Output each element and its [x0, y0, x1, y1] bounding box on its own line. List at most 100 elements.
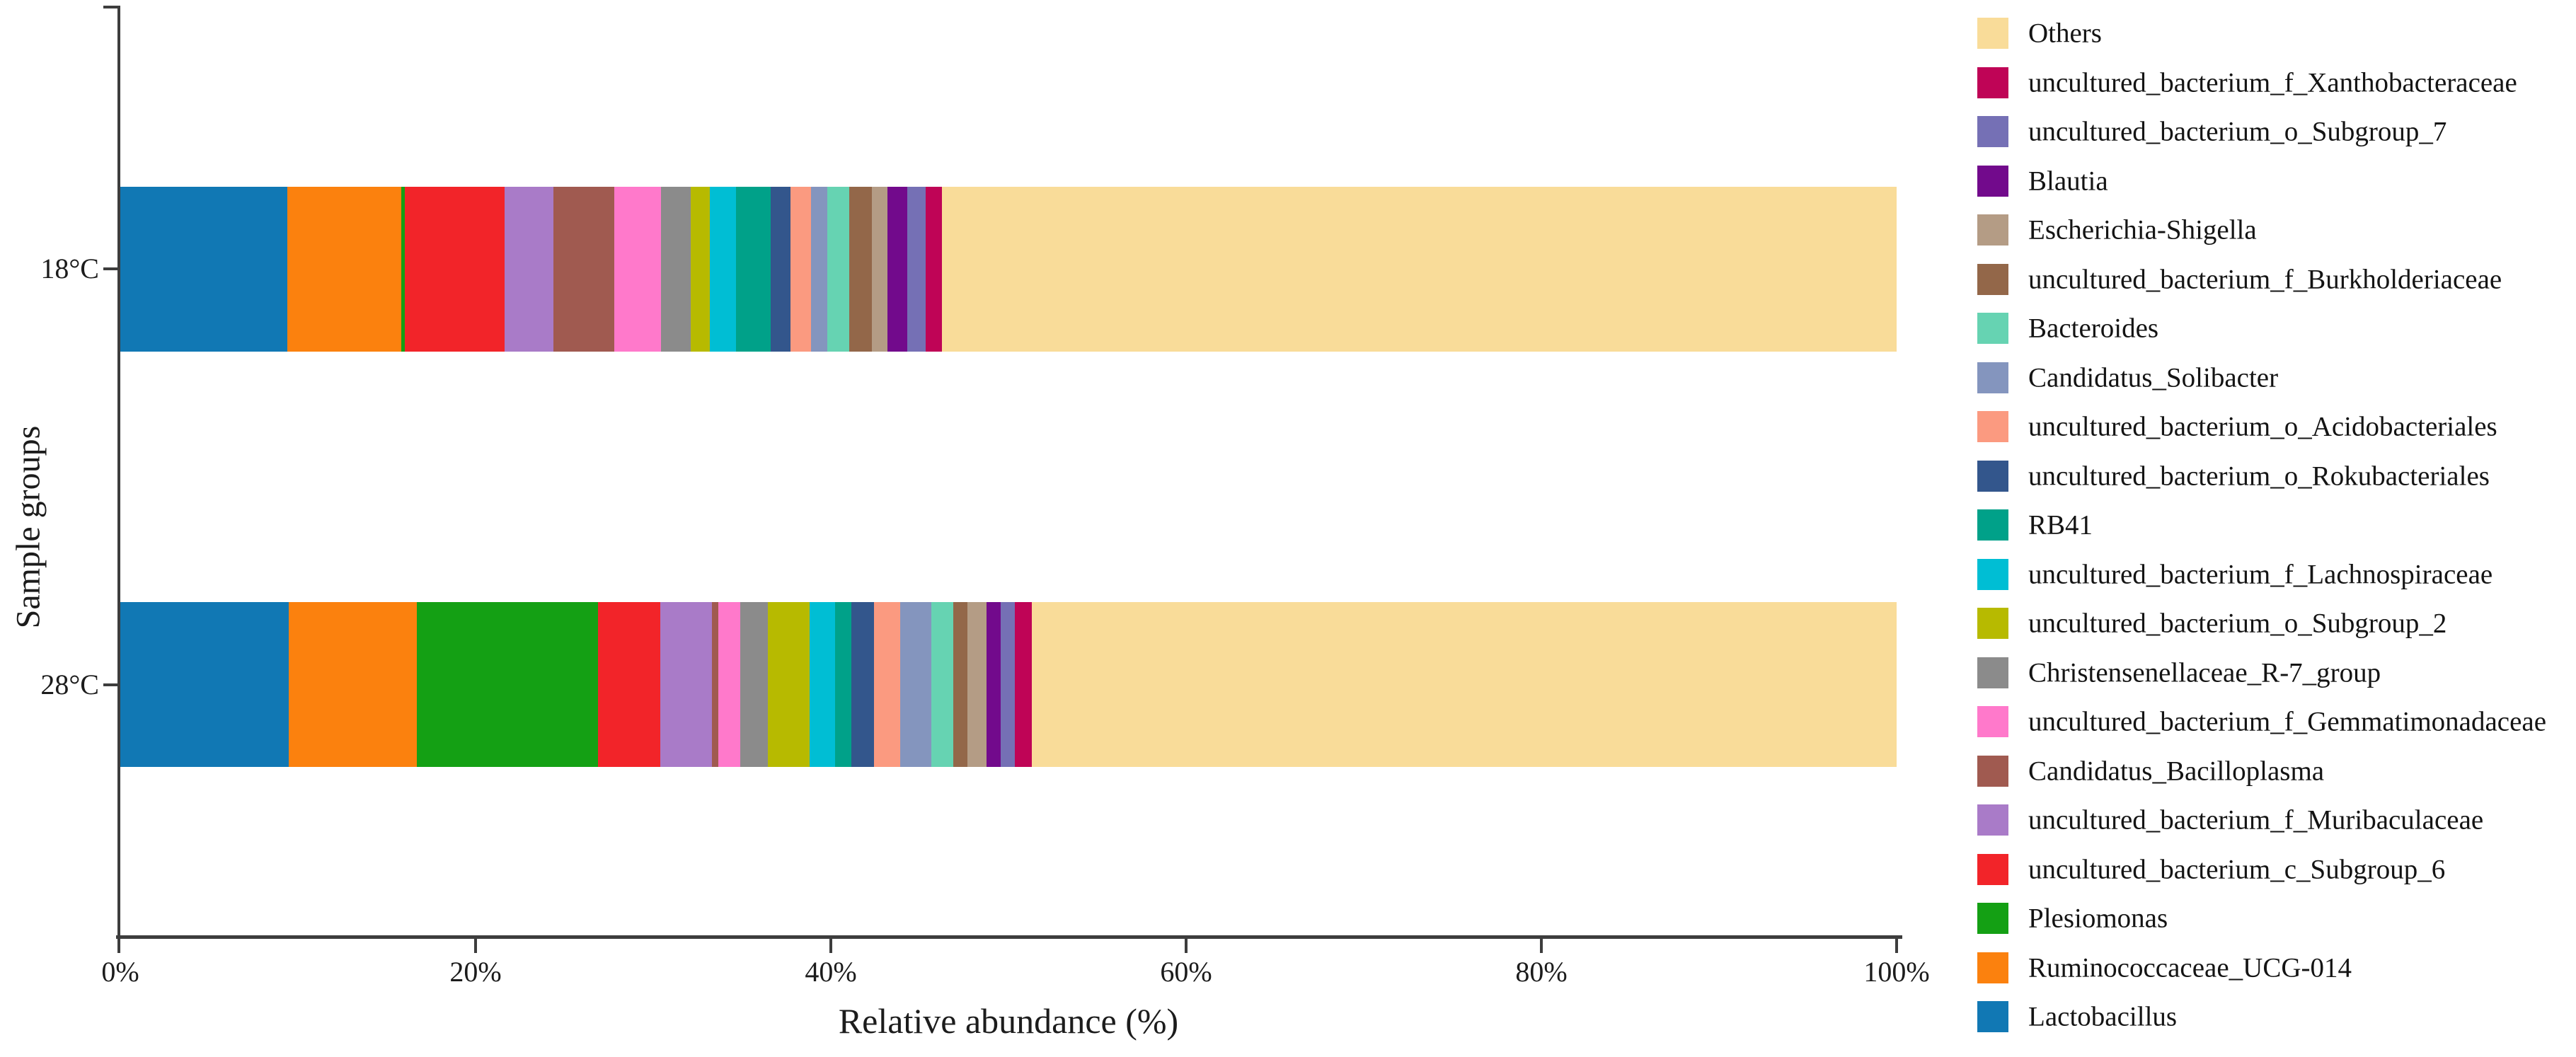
- bar-segment: [811, 187, 827, 352]
- bar-segment: [887, 187, 907, 352]
- x-tick-label: 80%: [1515, 956, 1568, 988]
- bar-segment: [835, 602, 851, 767]
- y-tick-mark: [103, 683, 119, 686]
- legend-color-swatch: [1977, 460, 2008, 492]
- bar-segment: [718, 602, 740, 767]
- legend-label: Others: [2028, 18, 2102, 49]
- bar-segment: [1000, 602, 1015, 767]
- x-tick-label: 60%: [1160, 956, 1212, 988]
- bar-segment: [967, 602, 987, 767]
- legend-color-swatch: [1977, 903, 2008, 934]
- bar-segment: [614, 187, 662, 352]
- bar-segment: [986, 602, 1001, 767]
- bar-segment: [770, 187, 791, 352]
- bar-segment: [790, 187, 812, 352]
- x-tick-mark: [1895, 939, 1898, 953]
- x-tick-mark: [829, 939, 832, 953]
- bar-segment: [767, 602, 810, 767]
- y-tick-label: 18°C: [40, 253, 99, 284]
- bar-segment: [827, 187, 850, 352]
- legend-label: Christensenellaceae_R-7_group: [2028, 657, 2381, 688]
- bar-segment: [899, 602, 931, 767]
- bar-segment: [871, 187, 888, 352]
- legend-label: uncultured_bacterium_f_Gemmatimonadaceae: [2028, 706, 2547, 737]
- legend-label: Escherichia-Shigella: [2028, 214, 2257, 246]
- bar-segment: [660, 602, 712, 767]
- stacked-bar-28°C: [120, 602, 1897, 767]
- bar-segment: [907, 187, 926, 352]
- bar-segment: [809, 602, 836, 767]
- bar-segment: [735, 187, 771, 352]
- legend-label: Plesiomonas: [2028, 903, 2168, 934]
- bar-segment: [287, 187, 401, 352]
- legend-color-swatch: [1977, 214, 2008, 246]
- bar-segment: [953, 602, 968, 767]
- legend-color-swatch: [1977, 411, 2008, 442]
- bar-segment: [1014, 602, 1032, 767]
- x-axis-line: [116, 935, 1902, 939]
- legend-label: uncultured_bacterium_f_Xanthobacteraceae: [2028, 67, 2517, 98]
- bar-segment: [505, 187, 554, 352]
- legend-color-swatch: [1977, 116, 2008, 147]
- bar-segment: [941, 187, 1897, 352]
- legend-label: uncultured_bacterium_c_Subgroup_6: [2028, 854, 2446, 884]
- legend-color-swatch: [1977, 755, 2008, 787]
- legend-color-swatch: [1977, 67, 2008, 98]
- legend-color-swatch: [1977, 165, 2008, 197]
- y-axis-title: Sample groups: [9, 425, 47, 629]
- legend-label: uncultured_bacterium_o_Acidobacteriales: [2028, 411, 2497, 442]
- legend-label: uncultured_bacterium_f_Burkholderiaceae: [2028, 264, 2502, 294]
- x-tick-label: 20%: [449, 956, 502, 988]
- bar-segment: [851, 602, 875, 767]
- legend-label: Candidatus_Bacilloplasma: [2028, 756, 2325, 786]
- legend-label: uncultured_bacterium_o_Rokubacteriales: [2028, 461, 2490, 491]
- legend-color-swatch: [1977, 608, 2008, 639]
- x-tick-label: 100%: [1863, 956, 1930, 988]
- legend-color-swatch: [1977, 18, 2008, 49]
- x-tick-label: 0%: [101, 956, 139, 988]
- bar-segment: [690, 187, 711, 352]
- legend-label: uncultured_bacterium_f_Muribaculaceae: [2028, 804, 2484, 836]
- legend-label: Lactobacillus: [2028, 1001, 2178, 1032]
- legend-color-swatch: [1977, 853, 2008, 885]
- x-tick-mark: [474, 939, 477, 953]
- x-tick-mark: [1540, 939, 1543, 953]
- legend-color-swatch: [1977, 952, 2008, 983]
- legend-color-swatch: [1977, 263, 2008, 295]
- bar-segment: [417, 602, 599, 767]
- legend-color-swatch: [1977, 558, 2008, 590]
- legend-color-swatch: [1977, 313, 2008, 344]
- legend-label: Candidatus_Solibacter: [2028, 362, 2279, 393]
- legend-label: Blautia: [2028, 166, 2108, 196]
- bar-segment: [849, 187, 872, 352]
- legend-label: Bacteroides: [2028, 313, 2159, 344]
- bar-segment: [710, 187, 736, 352]
- y-tick-mark: [103, 267, 119, 270]
- legend-label: Ruminococcaceae_UCG-014: [2028, 952, 2352, 983]
- legend-label: uncultured_bacterium_o_Subgroup_7: [2028, 116, 2447, 147]
- bar-segment: [711, 602, 718, 767]
- x-axis-title: Relative abundance (%): [838, 1001, 1179, 1041]
- bar-segment: [120, 187, 287, 352]
- legend-label: uncultured_bacterium_f_Lachnospiraceae: [2028, 559, 2493, 589]
- bar-segment: [401, 187, 405, 352]
- bar-segment: [404, 187, 505, 352]
- stacked-bar-18°C: [120, 187, 1897, 352]
- legend-color-swatch: [1977, 509, 2008, 541]
- bar-segment: [740, 602, 768, 767]
- x-tick-mark: [1185, 939, 1188, 953]
- legend-color-swatch: [1977, 362, 2008, 393]
- bar-segment: [874, 602, 900, 767]
- legend-color-swatch: [1977, 804, 2008, 836]
- legend: Others uncultured_bacterium_f_Xanthobacte…: [1977, 0, 2576, 1057]
- bar-segment: [289, 602, 418, 767]
- bar-segment: [120, 602, 289, 767]
- bar-segment: [661, 187, 691, 352]
- legend-color-swatch: [1977, 1001, 2008, 1032]
- x-tick-label: 40%: [805, 956, 857, 988]
- bar-segment: [931, 602, 954, 767]
- bar-segment: [926, 187, 942, 352]
- legend-color-swatch: [1977, 657, 2008, 688]
- legend-label: uncultured_bacterium_o_Subgroup_2: [2028, 608, 2447, 639]
- y-tick-label: 28°C: [40, 669, 99, 700]
